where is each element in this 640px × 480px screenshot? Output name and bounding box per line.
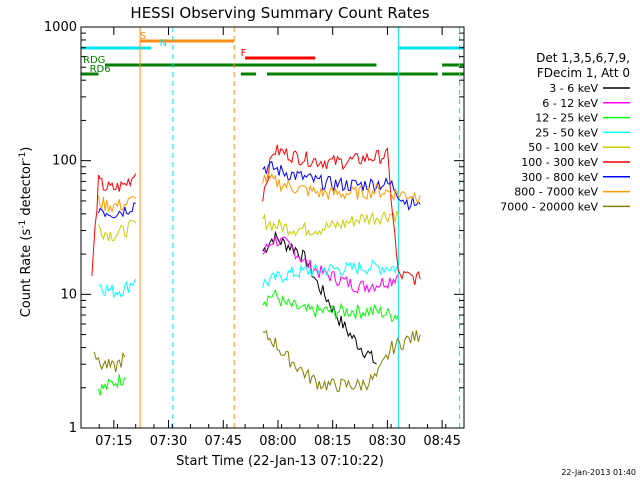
footer-timestamp: 22-Jan-2013 01:40 (561, 468, 636, 477)
series-line-300-800-kev (98, 202, 136, 219)
mode-label-n: N (160, 38, 167, 49)
x-tick-label: 08:30 (369, 434, 406, 449)
y-axis-label: Count Rate (s-1 detector-1) (18, 147, 34, 318)
series-line-12-25-kev (98, 374, 126, 396)
legend-label-7000-20000-kev: 7000 - 20000 keV (500, 200, 598, 213)
x-tick-label: 08:00 (259, 434, 296, 449)
series-line-6-12-kev (262, 236, 399, 294)
transition-lines (80, 27, 461, 428)
series-line-7000-20000-kev (93, 351, 126, 373)
series-line-7000-20000-kev (262, 329, 421, 393)
legend-header-line2: FDecim 1, Att 0 (537, 66, 630, 80)
x-axis: 07:15 07:30 07:45 08:00 08:15 08:30 08:45 (95, 27, 461, 449)
legend-label-3-6-kev: 3 - 6 keV (549, 82, 598, 95)
legend-label-800-7000-kev: 800 - 7000 keV (514, 186, 598, 199)
series-line-100-300-kev (262, 144, 421, 286)
mode-label-rdg: RDG (83, 55, 105, 66)
y-axis: 1 10 100 1000 (44, 20, 464, 436)
series-line-12-25-kev (262, 288, 399, 323)
series-line-800-7000-kev (98, 195, 137, 214)
y-tick-label: 1 (69, 421, 77, 436)
series-line-25-50-kev (262, 259, 399, 288)
series-line-800-7000-kev (262, 171, 421, 204)
legend-label-300-800-kev: 300 - 800 keV (521, 171, 598, 184)
legend-label-6-12-kev: 6 - 12 keV (542, 97, 598, 110)
plot-frame (80, 26, 465, 429)
series-line-3-6-kev (262, 230, 377, 365)
series-line-50-100-kev (262, 210, 399, 237)
x-tick-label: 08:45 (423, 434, 460, 449)
legend-header-line1: Det 1,3,5,6,7,9, (536, 51, 630, 65)
y-tick-label: 1000 (44, 20, 77, 35)
x-tick-label: 08:15 (314, 434, 351, 449)
legend-label-100-300-kev: 100 - 300 keV (521, 156, 598, 169)
legend-label-50-100-kev: 50 - 100 keV (528, 141, 598, 154)
y-tick-label: 10 (60, 287, 77, 302)
series-lines (91, 144, 421, 396)
series-line-300-800-kev (262, 160, 421, 211)
series-line-25-50-kev (98, 278, 137, 298)
series-line-50-100-kev (98, 219, 137, 242)
x-tick-label: 07:45 (205, 434, 242, 449)
legend-label-12-25-kev: 12 - 25 keV (535, 112, 598, 125)
y-tick-label: 100 (52, 154, 77, 169)
legend: Det 1,3,5,6,7,9, FDecim 1, Att 0 3 - 6 k… (500, 51, 630, 213)
mode-label-rd6: RD6 (90, 64, 111, 75)
mode-label-f: F (241, 48, 247, 59)
mode-label-s: S (140, 31, 146, 42)
legend-label-25-50-kev: 25 - 50 keV (535, 126, 598, 139)
x-axis-label: Start Time (22-Jan-13 07:10:22) (176, 454, 384, 469)
x-tick-label: 07:15 (95, 434, 132, 449)
chart-title: HESSI Observing Summary Count Rates (130, 4, 429, 22)
x-tick-label: 07:30 (150, 434, 187, 449)
series-line-100-300-kev (91, 173, 137, 276)
